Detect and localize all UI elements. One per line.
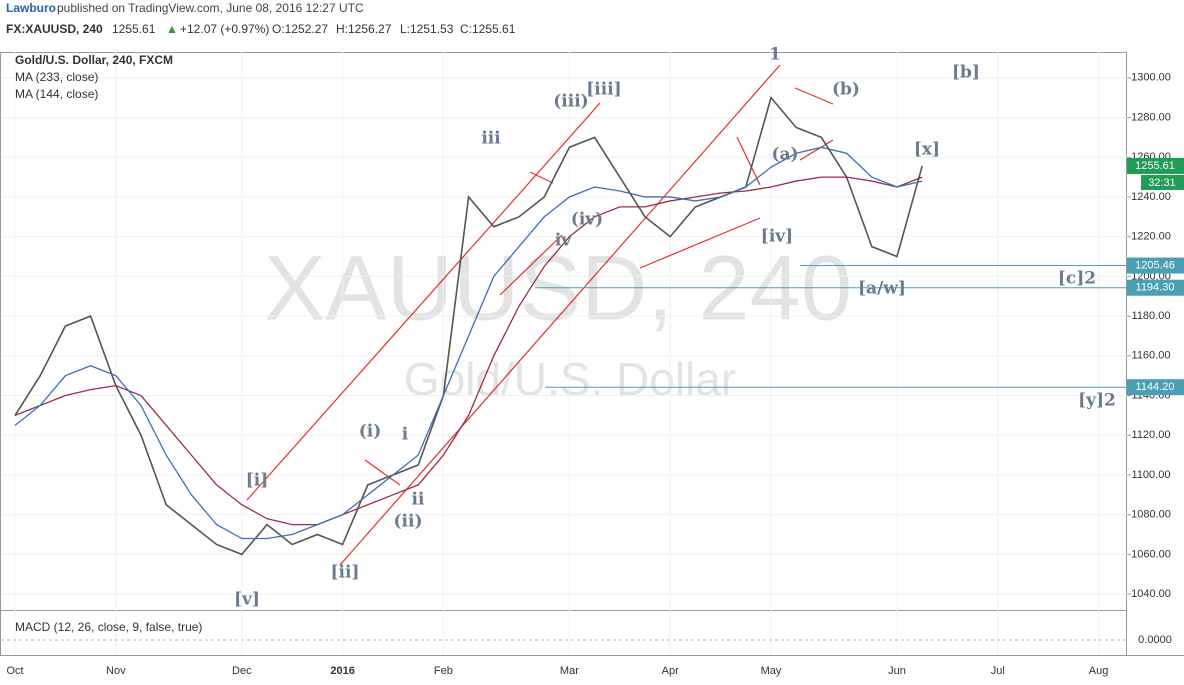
- macd-tick-label: 0.0000: [1138, 634, 1172, 646]
- wave-label: [i]: [246, 471, 269, 491]
- wave-label: [y]2: [1078, 391, 1116, 411]
- y-tick-label: 1040.00: [1131, 588, 1171, 600]
- symbol: FX:XAUUSD, 240: [6, 22, 103, 36]
- y-tick-label: 1060.00: [1131, 548, 1171, 560]
- wave-label: [a/w]: [858, 279, 906, 299]
- countdown: 32:31: [1148, 177, 1176, 189]
- x-tick-label: Feb: [434, 665, 453, 677]
- level-box: [1127, 379, 1184, 396]
- last-price-box: [1127, 157, 1184, 174]
- wave-label: iii: [481, 129, 501, 149]
- series-line: [14, 176, 923, 526]
- level-box: [1127, 279, 1184, 296]
- level-label: 1144.20: [1136, 381, 1175, 393]
- x-tick-label: Jul: [991, 665, 1005, 677]
- level-box: [1127, 257, 1184, 274]
- y-tick-label: 1280.00: [1131, 111, 1171, 123]
- drawings: [246, 64, 834, 566]
- watermark-sub: Gold/U.S. Dollar: [404, 353, 736, 405]
- wave-label: [b]: [952, 63, 980, 83]
- low: L:1251.53: [400, 22, 454, 36]
- close: C:1255.61: [460, 22, 516, 36]
- x-tick-label: Dec: [232, 665, 252, 677]
- wave-label: [v]: [234, 590, 260, 610]
- y-tick-label: 1180.00: [1132, 310, 1171, 322]
- legend-entry: MA (144, close): [15, 87, 98, 101]
- y-tick-label: 1240.00: [1131, 191, 1171, 203]
- x-tick-label: Aug: [1089, 665, 1109, 677]
- open: O:1252.27: [272, 22, 328, 36]
- trend-line: [639, 217, 761, 269]
- trend-line: [799, 139, 834, 161]
- y-tick-label: 1160.00: [1132, 350, 1171, 362]
- series-line: [14, 146, 923, 540]
- wave-label: i: [402, 425, 409, 445]
- trend-line: [794, 87, 834, 105]
- price: 1255.61: [112, 22, 156, 36]
- wave-label: (ii): [393, 512, 422, 532]
- author[interactable]: Lawburo: [6, 1, 56, 15]
- x-tick-label: Nov: [106, 665, 126, 677]
- x-tick-label: Mar: [560, 665, 579, 677]
- legend-entry: Gold/U.S. Dollar, 240, FXCM: [15, 53, 173, 67]
- y-tick-label: 1220.00: [1131, 231, 1171, 243]
- trend-line: [246, 102, 601, 501]
- trend-line: [499, 234, 563, 296]
- wave-label: (iii): [553, 92, 588, 112]
- wave-label: (b): [832, 80, 860, 100]
- wave-label: [c]2: [1058, 269, 1096, 289]
- y-tick-label: 1100.00: [1132, 469, 1171, 481]
- watermark: XAUUSD, 240: [264, 237, 852, 339]
- x-tick-label: 2016: [330, 665, 354, 677]
- trend-line: [339, 64, 781, 566]
- wave-label: [x]: [914, 140, 940, 160]
- wave-label: ii: [412, 490, 425, 510]
- macd-title: MACD (12, 26, close, 9, false, true): [15, 620, 202, 634]
- trend-line: [364, 459, 401, 486]
- y-tick-label: 1080.00: [1131, 509, 1171, 521]
- last-price-label: 1255.61: [1135, 160, 1175, 172]
- series-line: [14, 96, 923, 556]
- wave-label: (i): [359, 422, 382, 442]
- wave-label: [iii]: [586, 80, 621, 100]
- trend-line: [736, 136, 761, 186]
- level-label: 1205.46: [1135, 259, 1175, 271]
- y-tick-label: 1300.00: [1131, 72, 1171, 84]
- published: published on TradingView.com, June 08, 2…: [57, 1, 364, 15]
- wave-label: [iv]: [761, 227, 793, 247]
- change-arrow: ▲: [166, 22, 178, 36]
- legend-entry: MA (233, close): [15, 70, 98, 84]
- wave-label: iv: [555, 231, 572, 251]
- wave-label: 1: [769, 45, 781, 65]
- x-tick-label: Oct: [6, 665, 23, 677]
- wave-label: (iv): [571, 210, 603, 230]
- countdown-box: [1141, 174, 1184, 190]
- wave-label: [ii]: [330, 563, 359, 583]
- x-tick-label: Apr: [662, 665, 679, 677]
- change: +12.07 (+0.97%): [180, 22, 269, 36]
- wave-label: (a): [771, 145, 798, 165]
- x-tick-label: Jun: [888, 665, 906, 677]
- y-tick-label: 1120.00: [1132, 429, 1171, 441]
- level-label: 1194.30: [1136, 282, 1175, 294]
- x-tick-label: May: [761, 665, 782, 677]
- trend-line: [529, 171, 554, 184]
- high: H:1256.27: [336, 22, 392, 36]
